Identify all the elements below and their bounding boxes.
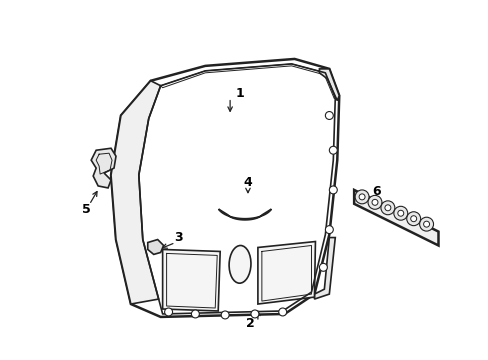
Circle shape <box>191 310 199 318</box>
Circle shape <box>221 311 229 319</box>
Circle shape <box>278 308 286 316</box>
Text: 6: 6 <box>372 185 381 198</box>
Polygon shape <box>161 64 335 99</box>
Polygon shape <box>353 190 438 246</box>
Circle shape <box>354 190 368 204</box>
Circle shape <box>423 221 428 227</box>
Circle shape <box>367 195 381 209</box>
Circle shape <box>410 216 416 222</box>
Circle shape <box>371 199 377 205</box>
Text: 4: 4 <box>243 176 252 189</box>
Polygon shape <box>163 249 220 311</box>
Circle shape <box>319 264 326 271</box>
Text: 2: 2 <box>245 318 254 330</box>
Ellipse shape <box>229 246 250 283</box>
Text: 1: 1 <box>235 87 244 100</box>
Circle shape <box>384 205 390 211</box>
Polygon shape <box>218 209 271 220</box>
Circle shape <box>250 310 258 318</box>
Polygon shape <box>319 69 339 100</box>
Circle shape <box>328 186 337 194</box>
Text: 5: 5 <box>81 203 90 216</box>
Circle shape <box>397 210 403 216</box>
Polygon shape <box>111 59 339 317</box>
Text: 3: 3 <box>174 231 183 244</box>
Circle shape <box>406 212 420 226</box>
Polygon shape <box>111 81 161 304</box>
Circle shape <box>325 112 333 120</box>
Circle shape <box>393 206 407 220</box>
Circle shape <box>358 194 365 200</box>
Polygon shape <box>314 238 335 299</box>
Polygon shape <box>147 239 163 255</box>
Circle shape <box>380 201 394 215</box>
Polygon shape <box>257 242 315 304</box>
Circle shape <box>419 217 433 231</box>
Circle shape <box>328 146 337 154</box>
Polygon shape <box>91 148 116 188</box>
Circle shape <box>325 226 333 234</box>
Circle shape <box>164 308 172 316</box>
